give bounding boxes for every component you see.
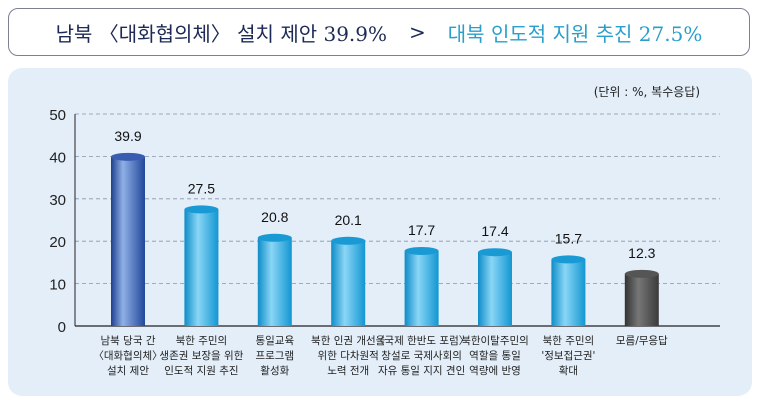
bar-top (184, 205, 219, 214)
bar-top (478, 248, 512, 257)
bar (331, 240, 366, 326)
bar (257, 237, 292, 326)
x-category-label: 위한 다차원적 (318, 349, 379, 362)
x-category-label: '정보접근권' (541, 350, 595, 362)
data-label: 17.7 (408, 222, 435, 238)
bar-top (257, 233, 292, 242)
x-category-label: 통일교육 (255, 334, 294, 347)
x-category-label: 인도적 지원 추진 (164, 365, 238, 377)
x-category-label: 설치 제안 (107, 365, 149, 377)
bar (551, 259, 586, 326)
x-category-label: 북한 주민의 (543, 335, 595, 347)
data-label: 20.1 (335, 212, 362, 228)
x-category-label: 역할을 통일 (469, 349, 521, 362)
x-category-label: 노력 전개 (327, 365, 369, 377)
x-category-label: 활성화 (260, 364, 289, 377)
data-label: 20.8 (261, 209, 288, 225)
data-label: 17.4 (481, 223, 508, 239)
bar-top (331, 236, 366, 245)
y-tick-label: 30 (49, 192, 66, 209)
x-category-label: 역량에 반영 (469, 365, 521, 377)
x-category-label: 자유 통일 지지 견인 (378, 364, 465, 377)
bar-top (551, 255, 586, 264)
bar (478, 252, 512, 326)
x-category-label: 〈국제 한반도 포럼〉 (374, 334, 469, 347)
headline-box: 남북 〈대화협의체〉 설치 제안 39.9% > 대북 인도적 지원 추진 27… (8, 8, 750, 56)
headline-secondary: 대북 인도적 지원 추진 27.5% (447, 21, 703, 46)
data-label: 12.3 (628, 245, 655, 261)
x-category-label: 프로그램 (255, 350, 294, 362)
bar (111, 156, 145, 326)
headline-main: 남북 〈대화협의체〉 설치 제안 39.9% (55, 21, 388, 46)
bar-top (404, 246, 439, 255)
data-label: 15.7 (555, 230, 582, 246)
bar (624, 273, 659, 326)
y-tick-label: 10 (49, 277, 66, 294)
bar (404, 250, 439, 326)
bar-top (624, 269, 659, 278)
x-category-label: 북한 주민의 (176, 335, 228, 347)
x-category-label: 모름/무응답 (616, 335, 668, 347)
x-category-label: 남북 당국 간 (101, 335, 156, 347)
x-category-label: 북한이탈주민의 (461, 334, 529, 347)
unit-label: (단위 : %, 복수응답) (593, 85, 700, 99)
data-label: 27.5 (188, 180, 215, 196)
y-tick-label: 40 (49, 149, 66, 166)
bar (184, 209, 219, 326)
bar-top (111, 152, 145, 161)
x-category-label: 북한 인권 개선을 (311, 335, 386, 347)
data-label: 39.9 (114, 128, 141, 144)
headline-separator: > (409, 20, 426, 44)
x-category-label: 생존권 보장을 위한 (159, 349, 243, 362)
y-tick-label: 20 (49, 234, 66, 251)
y-tick-label: 50 (49, 107, 66, 124)
x-category-label: 확대 (559, 364, 578, 377)
x-category-label: 창설로 국제사회의 (381, 350, 462, 362)
y-tick-label: 0 (58, 319, 66, 336)
x-category-label: 〈대화협의체〉 (93, 349, 162, 362)
